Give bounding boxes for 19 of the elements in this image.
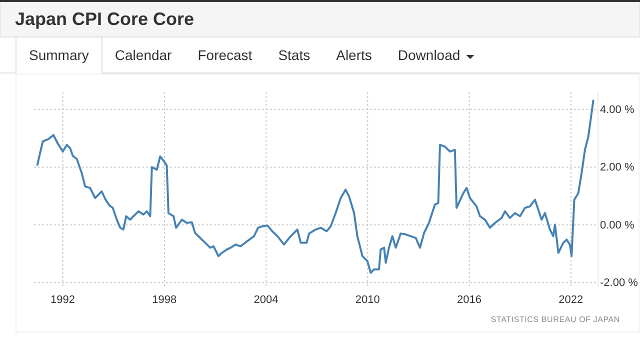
y-tick-label: 0.00 %	[600, 219, 634, 232]
x-tick-label: 2016	[457, 294, 482, 306]
y-tick-label: -2.00 %	[600, 277, 638, 290]
text: Stats	[278, 47, 310, 63]
x-tick-label: 2010	[355, 294, 380, 306]
line-series	[36, 100, 594, 274]
text: Forecast	[198, 47, 252, 63]
x-tick-label: 2004	[254, 294, 278, 306]
text: Calendar	[114, 47, 172, 63]
selected-tab: Summary	[16, 36, 102, 75]
text: Alerts	[336, 47, 372, 63]
text: STATISTICS BUREAU OF JAPAN	[490, 315, 620, 324]
x-tick-label: 1992	[50, 294, 76, 306]
x-tick-label: 2022	[558, 294, 584, 306]
chart-title: Japan CPI Core Core	[15, 9, 194, 29]
y-tick-label: 2.00 %	[600, 162, 634, 174]
x-tick-label: 1998	[152, 294, 177, 306]
y-tick-label: 4.00 %	[600, 104, 634, 116]
text: Download	[398, 47, 460, 63]
